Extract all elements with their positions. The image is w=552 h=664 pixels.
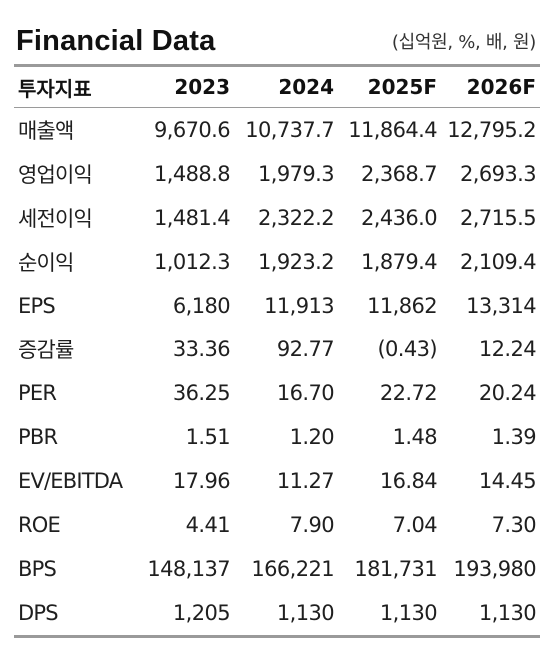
table-row: PBR 1.51 1.20 1.48 1.39 <box>14 415 540 459</box>
column-header-2025f: 2025F <box>367 75 437 99</box>
table-cell: 12.24 <box>478 337 537 362</box>
table-cell: 1.39 <box>491 425 537 450</box>
table-cell: 2,322.2 <box>258 205 335 230</box>
table-cell: 13,314 <box>466 293 536 318</box>
table-row: ROE 4.41 7.90 7.04 7.30 <box>14 503 540 547</box>
row-label: ROE <box>18 512 61 537</box>
table-cell: 1,130 <box>478 600 537 625</box>
table-cell: 33.36 <box>172 337 231 362</box>
table-row: 순이익 1,012.3 1,923.2 1,879.4 2,109.4 <box>14 240 540 284</box>
column-header-2024: 2024 <box>278 75 334 99</box>
financial-data-panel: Financial Data (십억원, %, 배, 원) 투자지표 2023 … <box>14 16 540 638</box>
top-rule <box>14 64 540 67</box>
row-label: 매출액 <box>18 118 74 143</box>
financial-table: 투자지표 2023 2024 2025F 2026F <box>14 67 540 107</box>
table-cell: 1,879.4 <box>361 249 438 274</box>
table-cell: 12,795.2 <box>447 117 536 142</box>
table-cell: 17.96 <box>172 469 231 494</box>
row-label: EPS <box>18 293 56 318</box>
table-cell: 1.20 <box>289 425 335 450</box>
table-cell: 1.48 <box>392 425 438 450</box>
row-label: EV/EBITDA <box>18 469 123 494</box>
title-row: Financial Data (십억원, %, 배, 원) <box>14 16 540 56</box>
table-cell: 22.72 <box>379 381 438 406</box>
table-cell: 1,130 <box>276 600 335 625</box>
table-cell: 193,980 <box>453 556 536 581</box>
table-cell: 1.51 <box>185 425 231 450</box>
row-label: 영업이익 <box>18 162 93 187</box>
table-cell: 1,012.3 <box>154 249 231 274</box>
table-cell: 181,731 <box>354 556 437 581</box>
table-cell: 1,923.2 <box>258 249 335 274</box>
row-label: 순이익 <box>18 250 74 275</box>
column-header-metric: 투자지표 <box>18 76 92 101</box>
panel-title: Financial Data <box>16 25 216 57</box>
table-cell: 2,436.0 <box>361 205 438 230</box>
table-row: 증감률 33.36 92.77 (0.43) 12.24 <box>14 327 540 371</box>
table-cell: 2,715.5 <box>460 205 537 230</box>
table-cell: 7.30 <box>491 512 537 537</box>
column-header-2026f: 2026F <box>466 75 536 99</box>
table-cell: 9,670.6 <box>154 117 231 142</box>
table-cell: (0.43) <box>377 337 437 362</box>
table-cell: 14.45 <box>478 469 537 494</box>
table-row: DPS 1,205 1,130 1,130 1,130 <box>14 591 540 635</box>
table-cell: 148,137 <box>147 556 230 581</box>
table-cell: 4.41 <box>185 512 231 537</box>
table-cell: 92.77 <box>276 337 335 362</box>
table-row: PER 36.25 16.70 22.72 20.24 <box>14 371 540 415</box>
unit-note: (십억원, %, 배, 원) <box>391 32 536 53</box>
row-label: PER <box>18 381 57 406</box>
table-cell: 36.25 <box>172 381 231 406</box>
table-cell: 11,913 <box>264 293 334 318</box>
table-cell: 11,862 <box>367 293 437 318</box>
row-label: BPS <box>18 556 57 581</box>
table-cell: 1,979.3 <box>258 161 335 186</box>
table-cell: 1,488.8 <box>154 161 231 186</box>
table-cell: 166,221 <box>251 556 334 581</box>
table-cell: 2,109.4 <box>460 249 537 274</box>
table-cell: 11.27 <box>276 469 335 494</box>
table-row: 매출액 9,670.6 10,737.7 11,864.4 12,795.2 <box>14 108 540 152</box>
table-cell: 1,205 <box>172 600 231 625</box>
table-cell: 2,368.7 <box>361 161 438 186</box>
row-label: 증감률 <box>18 338 74 363</box>
bottom-rule <box>14 634 540 638</box>
table-row: 영업이익 1,488.8 1,979.3 2,368.7 2,693.3 <box>14 152 540 196</box>
table-cell: 11,864.4 <box>348 117 437 142</box>
row-label: DPS <box>18 600 59 625</box>
table-row: EPS 6,180 11,913 11,862 13,314 <box>14 284 540 328</box>
table-cell: 16.84 <box>379 469 438 494</box>
table-cell: 2,693.3 <box>460 161 537 186</box>
table-cell: 20.24 <box>478 381 537 406</box>
table-cell: 10,737.7 <box>245 117 334 142</box>
table-cell: 1,481.4 <box>154 205 231 230</box>
financial-table-body: 매출액 9,670.6 10,737.7 11,864.4 12,795.2 영업이익 1,… <box>14 108 540 635</box>
row-label: PBR <box>18 425 58 450</box>
table-cell: 7.90 <box>289 512 335 537</box>
table-header-row: 투자지표 2023 2024 2025F 2026F <box>14 67 540 107</box>
table-row: 세전이익 1,481.4 2,322.2 2,436.0 2,715.5 <box>14 196 540 240</box>
table-cell: 16.70 <box>276 381 335 406</box>
table-row: EV/EBITDA 17.96 11.27 16.84 14.45 <box>14 459 540 503</box>
table-cell: 6,180 <box>172 293 231 318</box>
row-label: 세전이익 <box>18 206 93 231</box>
header-rule <box>14 107 540 108</box>
table-cell: 7.04 <box>392 512 438 537</box>
table-row: BPS 148,137 166,221 181,731 193,980 <box>14 547 540 591</box>
table-cell: 1,130 <box>379 600 438 625</box>
column-header-2023: 2023 <box>174 75 230 99</box>
